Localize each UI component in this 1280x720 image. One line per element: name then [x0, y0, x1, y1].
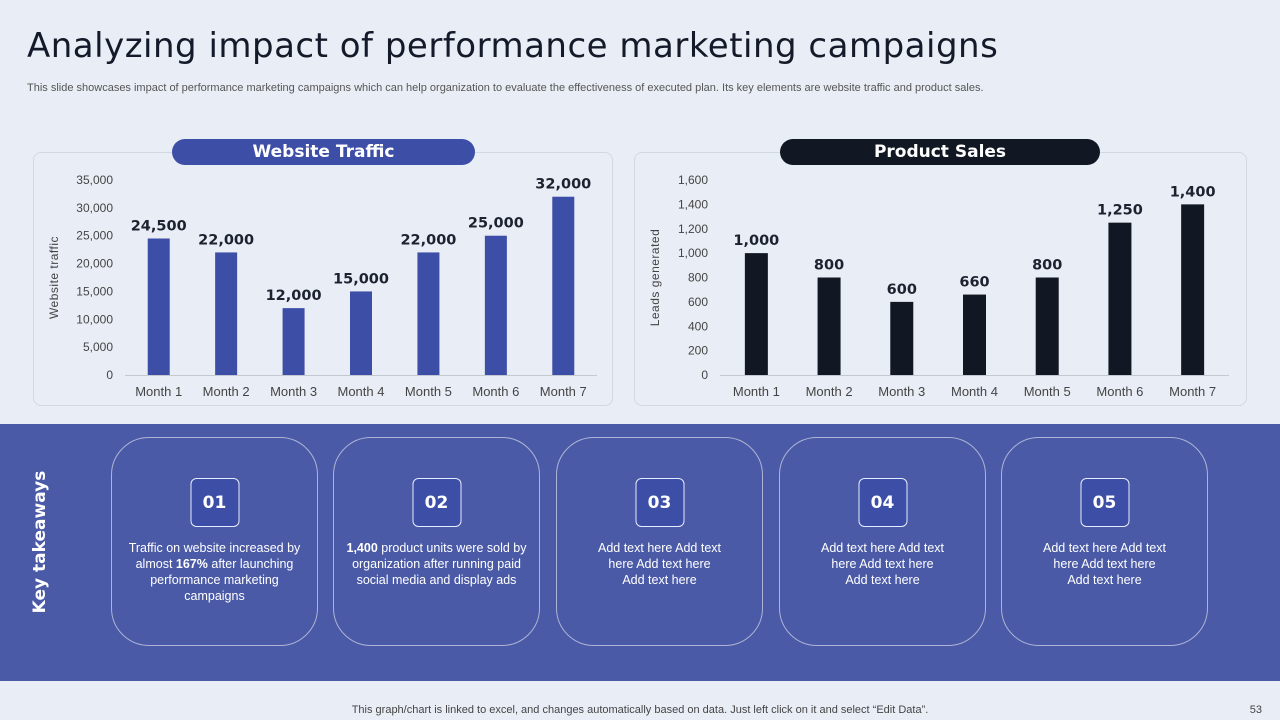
traffic-x-tick-label: Month 1	[135, 384, 182, 399]
sales-x-tick-label: Month 3	[878, 384, 925, 399]
charts-canvas[interactable]: 0 5,000 10,000 15,000 20,000 25,000 30,000 35,0…	[0, 0, 1280, 420]
sales-ytick-label: 200	[688, 344, 708, 358]
traffic-bar-value-label: 22,000	[400, 232, 456, 248]
sales-ytick-label: 0	[701, 368, 708, 382]
takeaway-text: 1,400 product units were sold by organiz…	[346, 541, 527, 587]
traffic-ytick-label: 30,000	[76, 201, 113, 215]
sales-bar	[744, 253, 768, 375]
sales-bar-value-label: 800	[1032, 258, 1062, 274]
traffic-bar-value-label: 12,000	[266, 288, 322, 304]
key-takeaways-label: Key takeaways	[30, 470, 50, 614]
takeaway-card-1[interactable]: 01 Traffic on website increased by almos…	[111, 437, 318, 646]
sales-bar	[817, 277, 841, 375]
takeaway-text: Add text here Add text here Add text her…	[1043, 541, 1166, 587]
sales-bar	[890, 301, 914, 375]
sales-x-tick-label: Month 7	[1169, 384, 1216, 399]
traffic-chart-panel[interactable]	[33, 152, 613, 406]
sales-bar	[963, 294, 986, 375]
traffic-x-tick-label: Month 7	[540, 384, 587, 399]
traffic-bar	[552, 196, 575, 375]
sales-bar-value-label: 1,400	[1170, 184, 1216, 200]
sales-bar-value-label: 800	[814, 258, 844, 274]
traffic-x-tick-label: Month 5	[405, 384, 452, 399]
sales-bar-value-label: 660	[959, 275, 989, 291]
key-takeaways-band	[0, 424, 1280, 681]
takeaway-number-badge: 05	[1080, 478, 1129, 527]
traffic-ytick-label: 35,000	[76, 173, 113, 187]
traffic-bar-value-label: 32,000	[535, 177, 591, 193]
footer-note: This graph/chart is linked to excel, and…	[351, 704, 929, 716]
sales-x-tick-label: Month 2	[806, 384, 853, 399]
traffic-ytick-label: 5,000	[83, 340, 113, 354]
takeaway-card-2[interactable]: 02 1,400 product units were sold by orga…	[333, 437, 540, 646]
sales-ytick-label: 600	[688, 295, 708, 309]
traffic-bar	[484, 235, 507, 375]
traffic-bar	[282, 308, 305, 375]
traffic-ytick-label: 10,000	[76, 312, 113, 326]
slide-subtitle: This slide showcases impact of performan…	[27, 82, 984, 94]
traffic-bar-value-label: 15,000	[333, 271, 389, 287]
takeaway-text: Add text here Add text here Add text her…	[598, 541, 721, 587]
sales-ytick-label: 1,000	[678, 246, 708, 260]
traffic-ytick-label: 20,000	[76, 257, 113, 271]
sales-bar	[1035, 277, 1059, 375]
sales-bar	[1181, 204, 1205, 375]
sales-bar-value-label: 1,000	[733, 233, 779, 249]
takeaway-number-badge: 04	[858, 478, 907, 527]
sales-x-tick-label: Month 1	[733, 384, 780, 399]
takeaway-text: Traffic on website increased by almost 1…	[128, 541, 301, 603]
traffic-ytick-label: 15,000	[76, 284, 113, 298]
sales-ytick-label: 400	[688, 319, 708, 333]
traffic-chart-title: Website Traffic	[172, 139, 475, 165]
traffic-bar-value-label: 24,500	[131, 219, 187, 235]
sales-x-tick-label: Month 5	[1024, 384, 1071, 399]
traffic-x-tick-label: Month 3	[270, 384, 317, 399]
traffic-x-tick-label: Month 4	[338, 384, 385, 399]
sales-x-tick-label: Month 6	[1096, 384, 1143, 399]
traffic-ytick-label: 25,000	[76, 229, 113, 243]
takeaway-card-5[interactable]: 05 Add text here Add text here Add text …	[1001, 437, 1208, 646]
traffic-bar-value-label: 22,000	[198, 232, 254, 248]
sales-bar-value-label: 600	[887, 282, 917, 298]
traffic-x-tick-label: Month 2	[203, 384, 250, 399]
takeaway-number-badge: 01	[190, 478, 239, 527]
sales-x-tick-label: Month 4	[951, 384, 998, 399]
traffic-y-axis-label: Website traffic	[47, 236, 61, 319]
sales-ytick-label: 1,600	[678, 173, 708, 187]
takeaway-card-3[interactable]: 03 Add text here Add text here Add text …	[556, 437, 763, 646]
traffic-ytick-label: 0	[106, 368, 113, 382]
sales-ytick-label: 1,400	[678, 197, 708, 211]
page-number: 53	[1249, 704, 1262, 716]
traffic-x-tick-label: Month 6	[472, 384, 519, 399]
takeaway-card-4[interactable]: 04 Add text here Add text here Add text …	[779, 437, 986, 646]
takeaway-number-badge: 03	[635, 478, 684, 527]
sales-bar	[1108, 222, 1132, 375]
traffic-bar	[215, 252, 238, 375]
takeaway-number-badge: 02	[412, 478, 461, 527]
sales-bar-value-label: 1,250	[1097, 203, 1143, 219]
sales-ytick-label: 1,200	[678, 222, 708, 236]
sales-y-axis-label: Leads generated	[648, 229, 662, 327]
slide-title: Analyzing impact of performance marketin…	[27, 26, 999, 66]
traffic-bar	[147, 238, 170, 375]
traffic-bar	[350, 291, 372, 375]
traffic-bar	[417, 252, 440, 375]
takeaway-text: Add text here Add text here Add text her…	[821, 541, 944, 587]
sales-chart-panel[interactable]	[634, 152, 1247, 406]
sales-ytick-label: 800	[688, 271, 708, 285]
traffic-bar-value-label: 25,000	[468, 216, 524, 232]
sales-chart-title: Product Sales	[780, 139, 1100, 165]
